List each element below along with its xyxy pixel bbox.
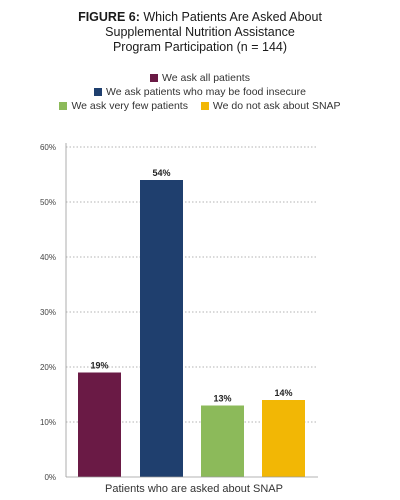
legend-item-all-patients: We ask all patients (150, 72, 250, 84)
y-tick-label: 60% (40, 143, 56, 152)
bar-data-label: 13% (213, 394, 231, 404)
title-line-3: Program Participation (n = 144) (112, 40, 288, 54)
y-tick-label: 50% (40, 198, 56, 207)
bars (78, 180, 305, 477)
legend-label: We ask very few patients (71, 100, 188, 112)
legend-row-3: We ask very few patients We do not ask a… (0, 100, 400, 112)
legend-label: We ask patients who may be food insecure (106, 86, 306, 98)
legend-label: We ask all patients (162, 72, 250, 84)
y-tick-label: 40% (40, 253, 56, 262)
bar-data-labels: 19% 54% 13% 14% (90, 168, 292, 404)
chart-title: FIGURE 6: Which Patients Are Asked About… (0, 10, 400, 55)
legend-swatch (150, 74, 159, 82)
figure-number: FIGURE 6: (78, 10, 140, 24)
y-axis-ticks: 0% 10% 20% 30% 40% 50% 60% (40, 143, 56, 482)
legend-swatch (200, 102, 209, 110)
y-tick-label: 30% (40, 308, 56, 317)
bar-data-label: 14% (274, 388, 292, 398)
bar (201, 405, 244, 477)
y-tick-label: 10% (40, 418, 56, 427)
legend-swatch (94, 88, 102, 96)
title-text: Which Patients Are Asked About (143, 10, 322, 24)
x-axis-title: Patients who are asked about SNAP (105, 483, 283, 495)
bar-data-label: 54% (152, 168, 170, 178)
legend-item-very-few: We ask very few patients (59, 100, 188, 112)
title-line-1: FIGURE 6: Which Patients Are Asked About (0, 10, 400, 25)
bar (262, 400, 305, 477)
legend-row-1: We ask all patients (0, 72, 400, 84)
legend-item-do-not-ask: We do not ask about SNAP (200, 100, 341, 112)
title-line-2: Supplemental Nutrition Assistance (105, 25, 295, 39)
legend-item-food-insecure: We ask patients who may be food insecure (94, 86, 306, 98)
legend-label: We do not ask about SNAP (212, 100, 341, 112)
bar (140, 180, 183, 477)
y-tick-label: 20% (40, 363, 56, 372)
y-tick-label: 0% (44, 473, 56, 482)
bar (78, 372, 121, 477)
bar-data-label: 19% (90, 361, 108, 371)
legend-row-2: We ask patients who may be food insecure (0, 86, 400, 98)
legend-swatch (59, 102, 68, 110)
